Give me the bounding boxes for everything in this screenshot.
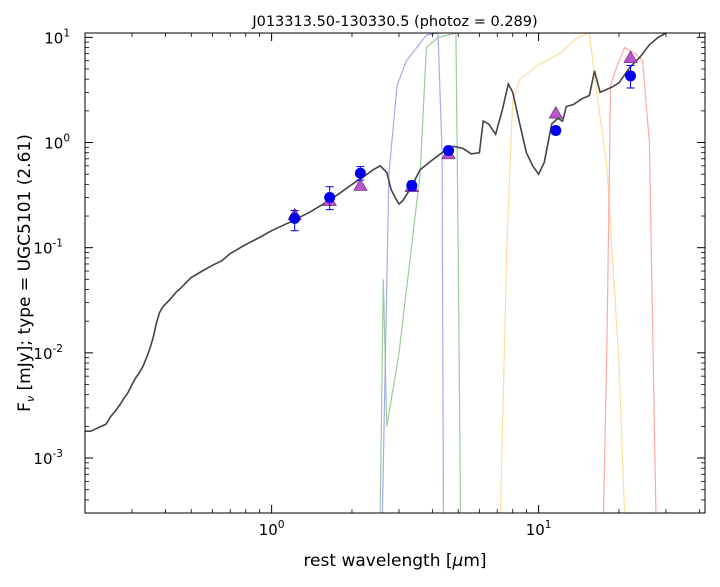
y-tick-label-exp-3: 0 xyxy=(63,133,70,145)
plot-frame xyxy=(84,32,706,514)
x-tick-label-1: 101 xyxy=(526,519,552,539)
filter-curve-h xyxy=(379,33,462,513)
observed-point-5 xyxy=(550,125,562,137)
observed-point-6 xyxy=(625,70,637,82)
y-tick-label-0: 10-3 xyxy=(33,448,63,468)
y-tick-label-base-0: 10 xyxy=(33,450,52,468)
x-tick-label-base-1: 10 xyxy=(526,521,545,539)
y-tick-label-base-3: 10 xyxy=(44,135,63,153)
y-tick-label-exp-0: -3 xyxy=(53,448,63,460)
y-tick-label-base-2: 10 xyxy=(33,240,52,258)
y-tick-label-exp-4: 1 xyxy=(63,27,70,39)
observed-point-2 xyxy=(354,167,366,179)
y-tick-label-4: 101 xyxy=(44,27,70,47)
x-axis-label-suffix: m] xyxy=(463,551,486,571)
x-tick-label-exp-0: 0 xyxy=(278,519,285,531)
x-tick-label-exp-1: 1 xyxy=(545,519,552,531)
observed-point-0 xyxy=(289,212,301,224)
y-axis-label: Fν [mJy]; type = UGC5101 (2.61) xyxy=(15,134,37,412)
photometry-points xyxy=(287,50,638,232)
template-sed xyxy=(85,33,667,432)
x-axis-label-mu: μ xyxy=(452,551,464,571)
observed-point-3 xyxy=(406,180,418,192)
x-axis-label: rest wavelength [μm] xyxy=(303,551,486,571)
filter-curves xyxy=(379,33,657,513)
filter-curve-j xyxy=(381,33,444,513)
y-tick-label-base-4: 10 xyxy=(44,29,63,47)
y-tick-label-base-1: 10 xyxy=(33,345,52,363)
y-axis-label-rest: [mJy]; type = UGC5101 (2.61) xyxy=(15,134,35,396)
template-sed-line xyxy=(85,33,667,432)
filter-curve-w1 xyxy=(602,46,657,513)
y-tick-label-exp-2: -1 xyxy=(53,238,63,250)
y-tick-label-2: 10-1 xyxy=(33,238,63,258)
model-point-5 xyxy=(548,105,563,119)
observed-point-1 xyxy=(324,192,336,204)
y-tick-label-1: 10-2 xyxy=(33,343,63,363)
model-point-6 xyxy=(623,50,638,64)
x-axis-label-prefix: rest wavelength [ xyxy=(303,551,452,571)
x-tick-label-base-0: 10 xyxy=(259,521,278,539)
y-axis-label-f: F xyxy=(15,402,35,412)
observed-point-4 xyxy=(443,144,455,156)
x-tick-label-0: 100 xyxy=(259,519,285,539)
y-axis-label-nu: ν xyxy=(24,396,37,402)
chart-title: J013313.50-130330.5 (photoz = 0.289) xyxy=(251,14,537,30)
y-tick-label-3: 100 xyxy=(44,133,70,153)
y-tick-label-exp-1: -2 xyxy=(53,343,63,355)
model-point-2 xyxy=(353,178,368,191)
